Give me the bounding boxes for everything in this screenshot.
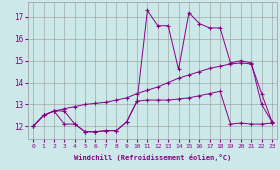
- X-axis label: Windchill (Refroidissement éolien,°C): Windchill (Refroidissement éolien,°C): [74, 154, 231, 161]
